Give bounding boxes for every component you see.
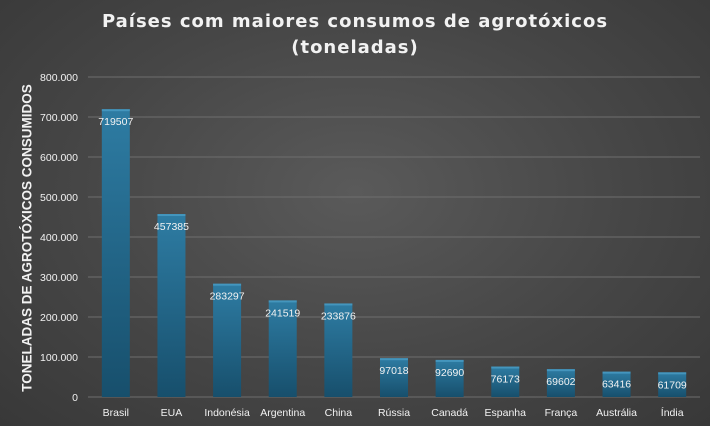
y-tick-label: 0 (72, 392, 78, 404)
bar (435, 359, 464, 397)
data-label: 283297 (210, 291, 245, 303)
data-label: 69602 (546, 376, 575, 388)
y-tick-label: 500.000 (40, 192, 78, 204)
bar (546, 369, 575, 397)
x-tick-label: Brasil (103, 407, 129, 419)
bar-highlight (380, 358, 408, 361)
bar (268, 300, 297, 397)
bar (324, 303, 353, 397)
x-tick-label: Argentina (260, 407, 305, 419)
x-tick-label: França (545, 407, 578, 419)
data-label: 719507 (98, 116, 133, 128)
bar-highlight (546, 369, 575, 372)
x-tick-label: Indonésia (204, 407, 250, 419)
y-tick-label: 400.000 (40, 232, 78, 244)
bar-highlight (602, 371, 631, 374)
x-tick-label: Canadá (431, 407, 468, 419)
x-tick-label: Índia (661, 406, 684, 419)
bar-highlight (658, 372, 687, 375)
chart-title-line-1: Países com maiores consumos de agrotóxic… (101, 11, 609, 32)
bar (380, 358, 408, 397)
y-tick-label: 600.000 (40, 152, 78, 164)
bar-highlight (268, 300, 297, 303)
data-label: 76173 (491, 374, 520, 386)
data-label: 457385 (154, 221, 189, 233)
chart-title-line-2: (toneladas) (291, 37, 419, 58)
data-label: 241519 (265, 307, 300, 319)
bar (602, 371, 631, 397)
bar (491, 366, 520, 397)
data-label: 97018 (379, 365, 408, 377)
bar-highlight (157, 214, 186, 217)
bar-highlight (101, 109, 130, 112)
x-tick-label: Espanha (485, 407, 527, 419)
bar-highlight (435, 359, 464, 362)
bar (658, 372, 687, 397)
bar (101, 109, 130, 397)
x-tick-label: Rússia (378, 407, 410, 419)
bar-highlight (491, 366, 520, 369)
data-label: 63416 (602, 379, 631, 391)
x-tick-label: Austrália (596, 407, 637, 419)
bar-highlight (213, 283, 242, 286)
y-tick-label: 300.000 (40, 272, 78, 284)
y-tick-label: 800.000 (40, 72, 78, 84)
data-label: 92690 (435, 367, 464, 379)
x-tick-label: EUA (161, 407, 183, 419)
y-tick-label: 200.000 (40, 312, 78, 324)
bar (157, 214, 186, 397)
bar-highlight (324, 303, 353, 306)
data-label: 233876 (321, 310, 356, 322)
chart-title: Países com maiores consumos de agrotóxic… (0, 9, 710, 61)
x-tick-label: China (325, 407, 353, 419)
bar (213, 283, 242, 397)
data-label: 61709 (658, 379, 687, 391)
y-tick-label: 700.000 (40, 112, 78, 124)
y-tick-label: 100.000 (40, 352, 78, 364)
